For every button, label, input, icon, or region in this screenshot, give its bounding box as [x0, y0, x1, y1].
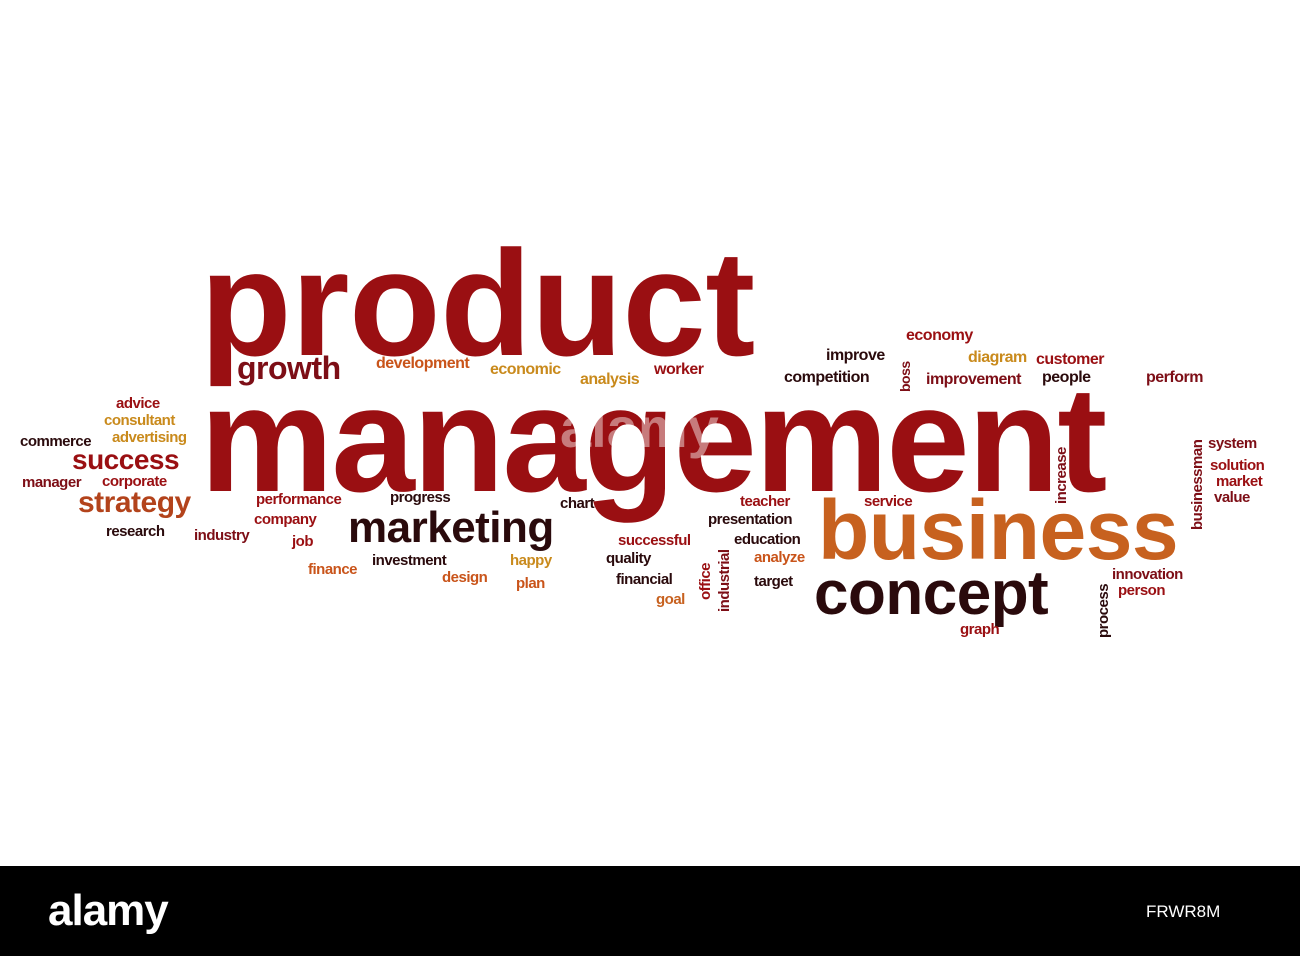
word-success: success	[72, 444, 180, 475]
word-product: product	[200, 219, 755, 387]
word-investment: investment	[372, 552, 447, 569]
watermark: alamy	[560, 396, 719, 459]
word-growth: growth	[237, 350, 341, 386]
word-people: people	[1042, 369, 1091, 386]
word-plan: plan	[516, 575, 545, 592]
word-presentation: presentation	[708, 511, 793, 528]
word-teacher: teacher	[740, 493, 790, 510]
word-goal: goal	[656, 591, 685, 608]
word-commerce: commerce	[20, 433, 92, 450]
word-target: target	[754, 573, 793, 590]
word-cloud: product management business concept mark…	[20, 219, 1265, 638]
word-chart: chart	[560, 495, 595, 512]
word-marketing: marketing	[348, 503, 554, 552]
word-corporate: corporate	[102, 473, 167, 490]
word-industry: industry	[194, 527, 250, 544]
word-business: business	[818, 483, 1179, 577]
word-innovation: innovation	[1112, 566, 1183, 583]
word-worker: worker	[654, 361, 704, 378]
word-financial: financial	[616, 571, 673, 588]
word-economic: economic	[490, 361, 561, 378]
word-boss: boss	[897, 361, 913, 392]
word-strategy: strategy	[78, 486, 191, 519]
word-education: education	[734, 531, 801, 548]
word-concept: concept	[814, 559, 1049, 628]
word-development: development	[376, 355, 470, 372]
word-advertising: advertising	[112, 429, 187, 446]
word-graph: graph	[960, 621, 1000, 638]
brand-logo: alamy	[48, 886, 169, 935]
stock-footer: alamy FRWR8M	[0, 866, 1300, 956]
word-design: design	[442, 569, 488, 586]
image-id: FRWR8M	[1146, 902, 1221, 921]
word-research: research	[106, 523, 165, 540]
word-system: system	[1208, 435, 1257, 452]
word-solution: solution	[1210, 457, 1265, 474]
word-happy: happy	[510, 552, 552, 569]
word-quality: quality	[606, 550, 651, 567]
word-analysis: analysis	[580, 371, 640, 388]
word-successful: successful	[618, 532, 691, 549]
word-process: process	[1095, 583, 1112, 638]
word-performance: performance	[256, 491, 342, 508]
word-diagram: diagram	[968, 349, 1027, 366]
word-customer: customer	[1036, 351, 1105, 368]
word-industrial: industrial	[716, 549, 733, 612]
word-value: value	[1214, 489, 1250, 506]
word-improvement: improvement	[926, 371, 1021, 388]
word-economy: economy	[906, 327, 973, 344]
word-competition: competition	[784, 369, 870, 386]
word-perform: perform	[1146, 369, 1203, 386]
word-improve: improve	[826, 347, 885, 364]
word-finance: finance	[308, 561, 358, 578]
word-service: service	[864, 493, 913, 510]
word-person: person	[1118, 582, 1166, 599]
word-progress: progress	[390, 489, 451, 506]
word-analyze: analyze	[754, 549, 805, 566]
word-advice: advice	[116, 395, 160, 412]
word-increase: increase	[1053, 447, 1070, 504]
word-manager: manager	[22, 474, 82, 491]
word-market: market	[1216, 473, 1263, 490]
word-office: office	[697, 562, 714, 600]
word-job: job	[292, 533, 314, 550]
word-company: company	[254, 511, 317, 528]
word-consultant: consultant	[104, 412, 175, 429]
word-management: management	[200, 355, 1107, 523]
word-businessman: businessman	[1189, 439, 1206, 530]
